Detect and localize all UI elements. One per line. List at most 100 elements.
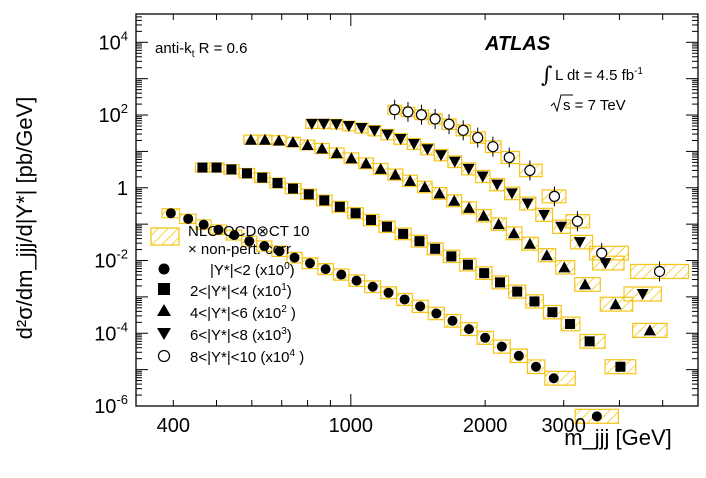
data-point	[287, 183, 298, 194]
marker-layer	[165, 99, 666, 422]
data-point	[457, 124, 469, 136]
data-point	[355, 123, 368, 135]
data-point	[496, 341, 507, 352]
data-point	[330, 147, 343, 159]
data-point	[491, 179, 504, 191]
data-point	[289, 252, 300, 263]
data-point	[415, 109, 428, 121]
data-point	[399, 294, 410, 305]
data-point	[591, 411, 602, 422]
nlo-band	[588, 245, 630, 261]
data-point	[274, 246, 285, 257]
y-tick-label: 10-4	[94, 319, 128, 345]
x-tick-label: 400	[157, 415, 190, 437]
data-point	[476, 171, 489, 183]
legend-entry-2: 4<|Y*|<6 (x102 )	[190, 304, 296, 322]
data-point	[547, 307, 558, 318]
legend-band-swatch	[150, 227, 180, 246]
data-point	[336, 269, 347, 280]
data-point	[244, 133, 257, 145]
data-point	[462, 201, 475, 213]
x-axis-label: m_jjj [GeV]	[564, 425, 672, 450]
data-point	[407, 138, 420, 150]
luminosity-exponent: -1	[634, 66, 643, 77]
data-point	[226, 164, 237, 175]
atlas-label: ATLAS	[484, 33, 551, 55]
data-point	[351, 275, 362, 286]
data-point	[367, 281, 378, 292]
legend-entry-2-post: )	[287, 305, 296, 322]
y-tick-exponent: 2	[121, 101, 128, 116]
plot-frame	[135, 13, 699, 407]
data-point	[404, 174, 417, 186]
data-point	[521, 198, 534, 210]
y-tick-label: 104	[99, 28, 128, 54]
data-point	[584, 336, 595, 347]
data-point	[414, 236, 425, 247]
x-tick-label: 3000	[541, 415, 586, 437]
data-point	[320, 264, 331, 275]
data-point	[555, 221, 568, 233]
y-tick-label: 10-6	[94, 392, 128, 418]
legend-entry-1: 2<|Y*|<4 (x101)	[190, 282, 292, 300]
sqrt-icon	[550, 94, 573, 113]
data-point	[487, 141, 499, 153]
data-point	[462, 259, 473, 270]
legend-entry-2-pre: 4<|Y*|<6 (x10	[190, 305, 281, 322]
y-axis-label-text: d²σ/dm_jjj/d|Y*| [pb/GeV]	[12, 97, 37, 340]
luminosity-annotation: L dt = 4.5 fb-1	[555, 66, 643, 84]
data-point	[241, 168, 252, 179]
data-point	[304, 258, 315, 269]
data-point	[643, 324, 656, 336]
data-point	[272, 134, 285, 146]
data-point	[507, 227, 520, 239]
legend: NLO QCD⊗CT 10 × non-pert. corr |Y*|<2 (x…	[150, 223, 310, 366]
legend-entry-3: 6<|Y*|<8 (x103)	[190, 326, 292, 344]
data-point	[394, 133, 407, 145]
data-point	[429, 113, 441, 125]
data-point	[529, 296, 540, 307]
data-point	[389, 104, 401, 116]
data-point	[418, 181, 431, 193]
legend-marker-square	[158, 283, 170, 295]
legend-marker-circle-open	[157, 349, 171, 363]
data-point	[540, 249, 553, 261]
data-point	[213, 224, 224, 235]
data-point	[599, 258, 612, 270]
data-point	[477, 209, 490, 221]
integral-icon: ∫	[541, 63, 553, 88]
data-point	[579, 278, 592, 290]
data-point	[571, 215, 584, 227]
data-point	[415, 301, 426, 312]
data-point	[463, 324, 474, 335]
data-point	[492, 218, 505, 230]
data-point	[548, 373, 559, 384]
data-point	[431, 308, 442, 319]
data-point	[366, 215, 377, 226]
legend-entry-4-exp: 4	[290, 348, 296, 359]
data-point	[495, 277, 506, 288]
data-point	[342, 120, 355, 132]
data-point	[524, 164, 536, 177]
y-tick-base: 10	[99, 105, 121, 127]
data-point	[573, 237, 586, 249]
luminosity-text: L dt = 4.5 fb	[555, 67, 634, 84]
x-tick-label: 1000	[329, 415, 374, 437]
data-point	[374, 162, 387, 174]
y-tick-base: 10	[99, 32, 121, 54]
y-tick-exponent: 4	[121, 28, 128, 43]
y-tick-base: 10	[94, 251, 116, 273]
legend-entry-0-exp: 0	[284, 261, 290, 272]
data-point	[398, 228, 409, 239]
data-point	[330, 119, 343, 131]
data-point	[257, 172, 268, 183]
data-point	[537, 209, 550, 221]
data-point	[505, 188, 518, 200]
data-point	[430, 243, 441, 254]
data-point	[636, 289, 649, 301]
legend-entry-3-exp: 3	[281, 326, 287, 337]
data-point	[303, 189, 314, 200]
data-point	[446, 251, 457, 262]
data-point	[301, 139, 314, 151]
